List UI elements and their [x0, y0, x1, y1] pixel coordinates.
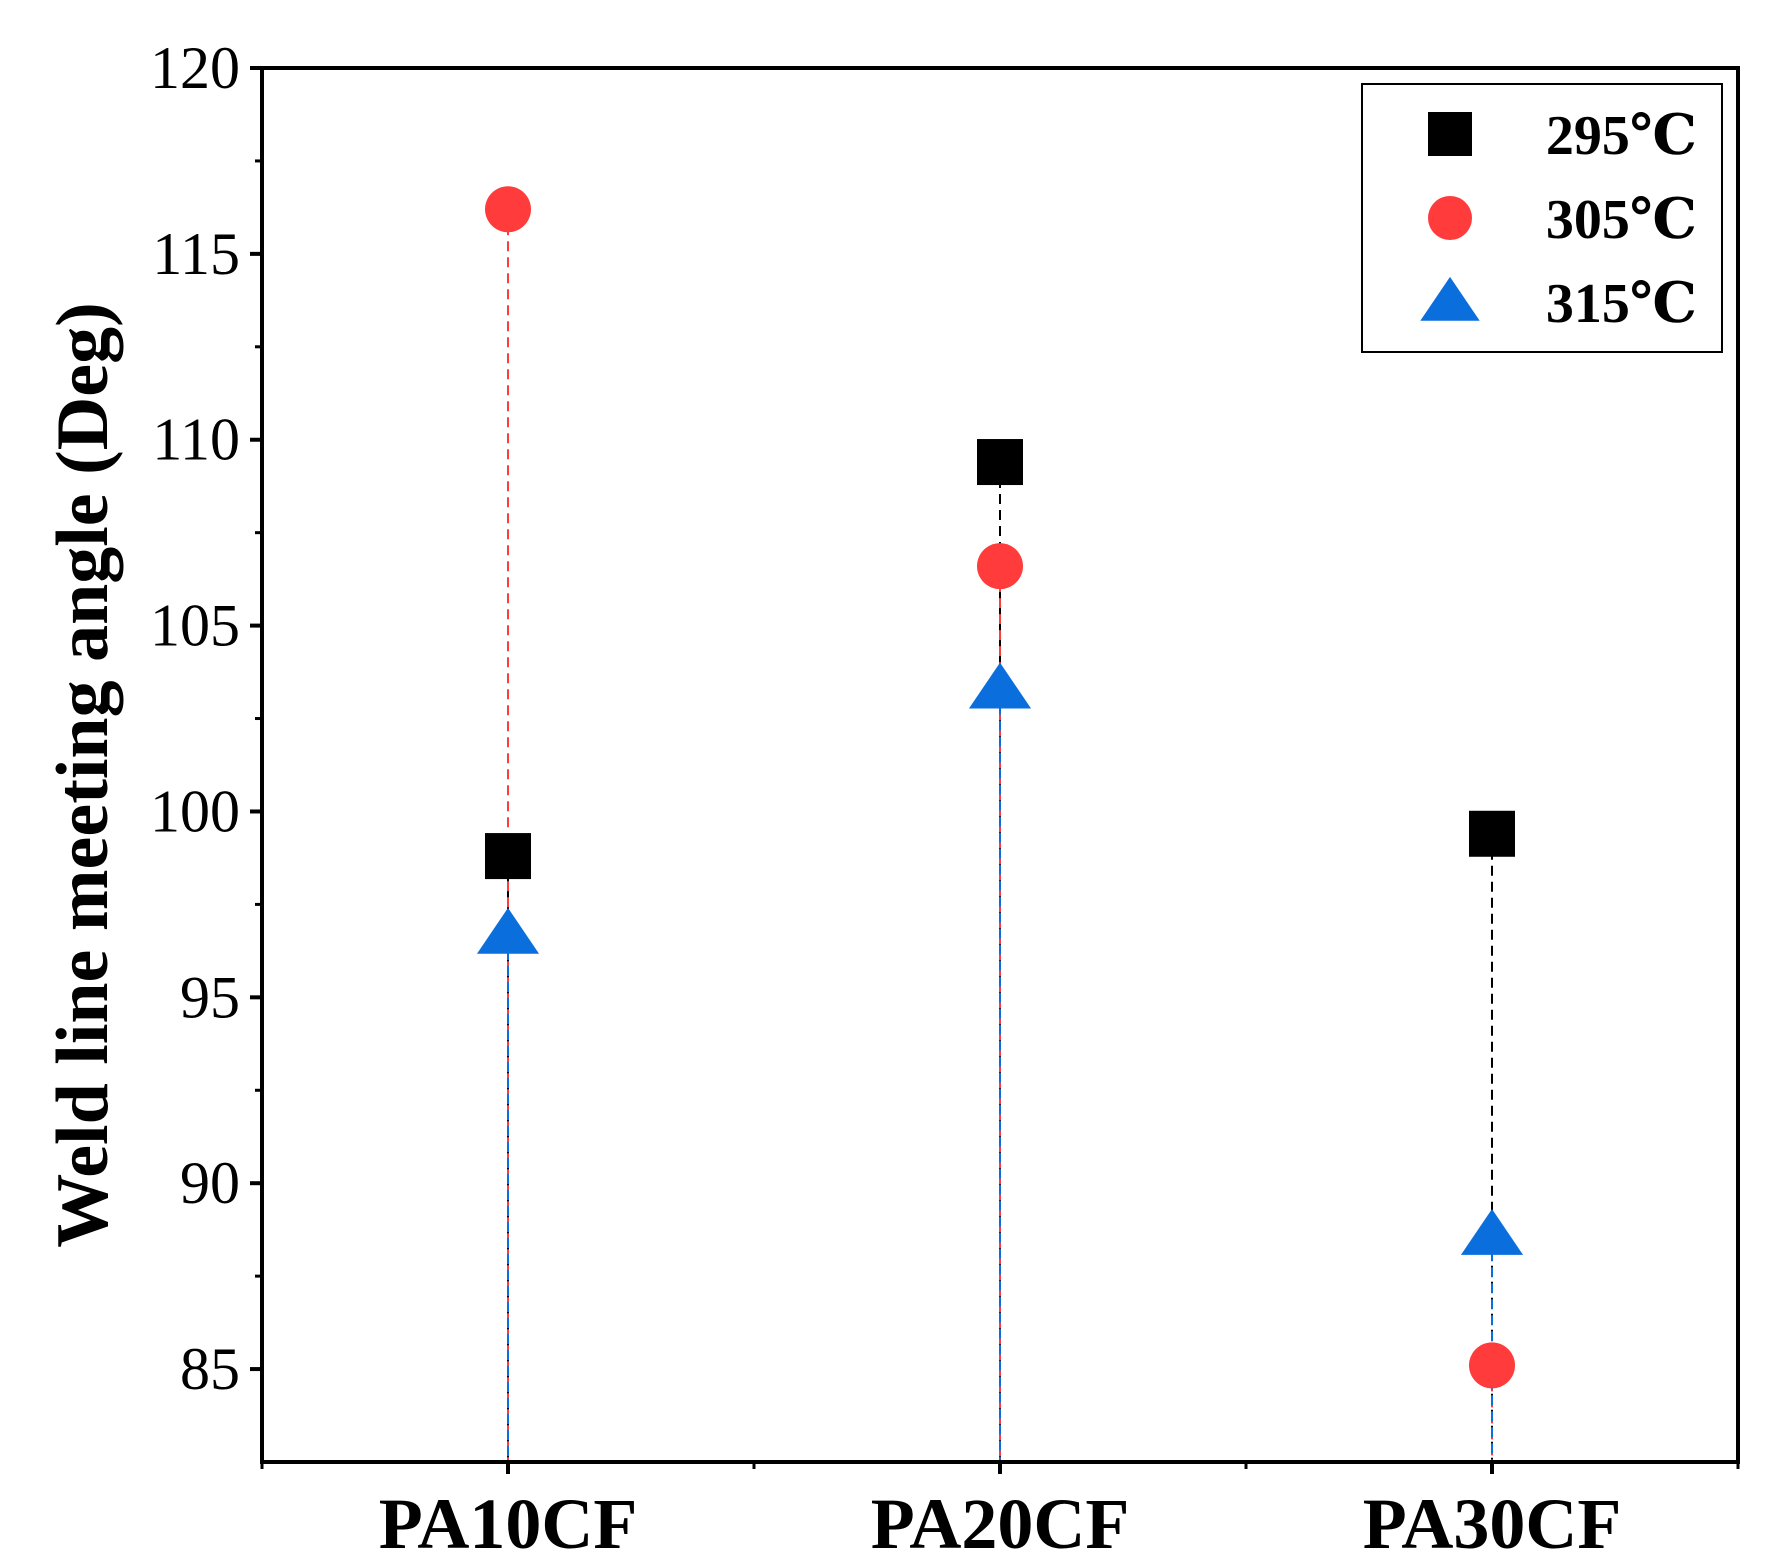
legend-marker-triangle — [1420, 276, 1480, 321]
data-point-triangle — [476, 907, 540, 954]
legend: 295℃ 305℃ 315℃ — [1361, 83, 1723, 353]
drop-lines — [507, 209, 1493, 1462]
legend-label: 305℃ — [1546, 189, 1697, 251]
data-point-square — [977, 439, 1023, 486]
legend-label: 315℃ — [1546, 273, 1697, 335]
y-tick-label: 105 — [150, 593, 240, 659]
y-axis-tick-labels: 85 90 95 100 105 110 115 120 — [150, 35, 240, 1402]
data-point-circle — [485, 186, 531, 233]
data-markers — [476, 186, 1524, 1389]
y-tick-label: 90 — [180, 1150, 240, 1216]
data-point-square — [485, 833, 531, 880]
y-tick-label: 100 — [150, 778, 240, 844]
y-tick-label: 110 — [152, 407, 240, 473]
data-point-triangle — [968, 662, 1032, 709]
data-point-square — [1469, 810, 1515, 857]
y-tick-label: 85 — [180, 1336, 240, 1402]
legend-marker-square — [1428, 112, 1472, 156]
data-point-circle — [1469, 1342, 1515, 1389]
data-point-circle — [977, 543, 1023, 590]
x-axis-category-labels: PA10CF PA20CF PA30CF — [379, 1484, 1622, 1560]
legend-label: 295℃ — [1546, 105, 1697, 167]
legend-marker-circle — [1428, 196, 1472, 240]
data-point-triangle — [1460, 1209, 1524, 1255]
y-axis-title: Weld line meeting angle (Deg) — [42, 302, 124, 1247]
x-category-label: PA30CF — [1363, 1484, 1622, 1560]
x-category-label: PA10CF — [379, 1484, 638, 1560]
y-tick-label: 95 — [180, 964, 240, 1030]
y-axis-ticks — [250, 66, 262, 1372]
legend-box — [1361, 83, 1723, 353]
x-category-label: PA20CF — [871, 1484, 1130, 1560]
y-tick-label: 115 — [152, 221, 240, 287]
x-axis-ticks — [260, 1462, 1740, 1474]
y-tick-label: 120 — [150, 35, 240, 101]
